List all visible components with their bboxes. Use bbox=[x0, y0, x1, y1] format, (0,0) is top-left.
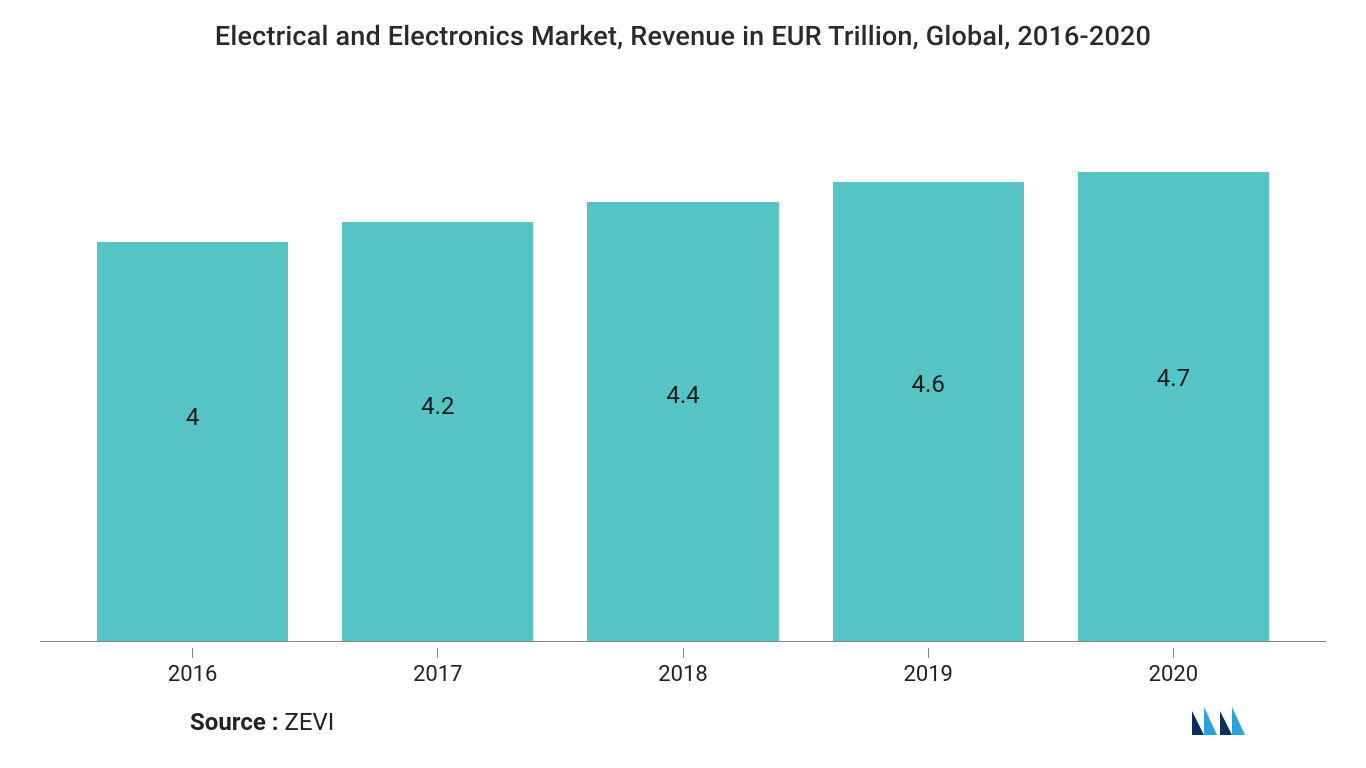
bar-slot: 4.2 bbox=[315, 82, 560, 641]
bar-value-label: 4.6 bbox=[912, 370, 945, 398]
x-tick: 2019 bbox=[806, 648, 1051, 687]
x-tick: 2016 bbox=[70, 648, 315, 687]
bar: 4.2 bbox=[342, 222, 533, 641]
chart-title: Electrical and Electronics Market, Reven… bbox=[40, 20, 1326, 52]
tick-mark bbox=[1173, 648, 1174, 658]
x-tick: 2017 bbox=[315, 648, 560, 687]
tick-mark bbox=[192, 648, 193, 658]
bar: 4.7 bbox=[1078, 172, 1269, 641]
source-prefix: Source : bbox=[190, 708, 285, 736]
bar-value-label: 4.2 bbox=[421, 392, 454, 420]
x-axis: 2016 2017 2018 2019 2020 bbox=[40, 648, 1326, 687]
bar-slot: 4.4 bbox=[560, 82, 805, 641]
source-name: ZEVI bbox=[285, 708, 335, 736]
plot-area: 4 4.2 4.4 4.6 4.7 bbox=[40, 82, 1326, 642]
source-text: Source : ZEVI bbox=[190, 708, 334, 736]
x-tick-label: 2016 bbox=[168, 662, 217, 687]
tick-mark bbox=[683, 648, 684, 658]
bar-value-label: 4.4 bbox=[666, 381, 699, 409]
x-tick-label: 2020 bbox=[1149, 662, 1198, 687]
bar-value-label: 4.7 bbox=[1157, 364, 1190, 392]
x-tick-label: 2018 bbox=[658, 662, 707, 687]
chart-container: Electrical and Electronics Market, Reven… bbox=[0, 0, 1366, 768]
chart-footer: Source : ZEVI bbox=[40, 687, 1326, 739]
bar: 4.6 bbox=[833, 182, 1024, 641]
x-tick-label: 2019 bbox=[903, 662, 952, 687]
tick-mark bbox=[928, 648, 929, 658]
bar-slot: 4.6 bbox=[806, 82, 1051, 641]
x-tick: 2020 bbox=[1051, 648, 1296, 687]
x-tick: 2018 bbox=[560, 648, 805, 687]
bar-slot: 4.7 bbox=[1051, 82, 1296, 641]
x-tick-label: 2017 bbox=[413, 662, 462, 687]
bars-row: 4 4.2 4.4 4.6 4.7 bbox=[40, 82, 1326, 642]
brand-logo-icon bbox=[1190, 705, 1246, 739]
bar-value-label: 4 bbox=[186, 403, 200, 431]
bar-slot: 4 bbox=[70, 82, 315, 641]
tick-mark bbox=[437, 648, 438, 658]
bar: 4.4 bbox=[587, 202, 778, 641]
bar: 4 bbox=[97, 242, 288, 641]
